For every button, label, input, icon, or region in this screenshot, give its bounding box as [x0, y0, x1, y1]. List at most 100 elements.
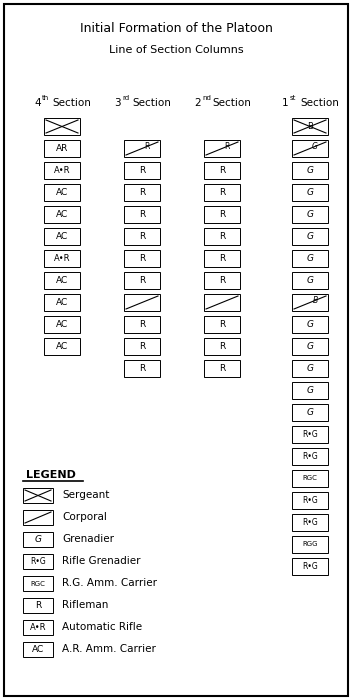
Bar	[124, 206, 160, 223]
Text: st: st	[290, 95, 296, 101]
Text: RGC: RGC	[303, 475, 318, 482]
Text: R•G: R•G	[302, 430, 318, 439]
Text: A•R: A•R	[30, 623, 46, 632]
Bar	[292, 118, 328, 135]
Text: G: G	[307, 320, 314, 329]
Bar	[204, 316, 240, 333]
Bar	[44, 338, 80, 355]
Text: R: R	[139, 254, 145, 263]
Bar	[44, 184, 80, 201]
Text: AC: AC	[32, 645, 44, 654]
Text: Section: Section	[212, 98, 251, 108]
Bar	[124, 316, 160, 333]
Bar	[292, 470, 328, 487]
Text: G: G	[307, 386, 314, 395]
Text: R•G: R•G	[302, 496, 318, 505]
Text: G: G	[307, 276, 314, 285]
Text: G: G	[307, 254, 314, 263]
Text: AC: AC	[56, 276, 68, 285]
Bar	[44, 228, 80, 245]
Bar	[292, 316, 328, 333]
Text: G: G	[307, 188, 314, 197]
Text: Grenadier: Grenadier	[62, 535, 114, 545]
Bar	[124, 294, 160, 311]
Text: R: R	[139, 320, 145, 329]
Text: R•G: R•G	[302, 518, 318, 527]
Text: AR: AR	[56, 144, 68, 153]
Bar	[44, 316, 80, 333]
Text: th: th	[42, 95, 49, 101]
Bar	[292, 294, 328, 311]
Bar	[292, 184, 328, 201]
Bar	[124, 228, 160, 245]
Bar	[292, 228, 328, 245]
Bar	[44, 272, 80, 289]
Text: R: R	[224, 142, 230, 151]
Bar	[292, 536, 328, 553]
Bar	[44, 162, 80, 179]
Bar	[23, 576, 53, 591]
Text: Corporal: Corporal	[62, 512, 107, 522]
Text: G: G	[34, 535, 42, 544]
Bar	[124, 162, 160, 179]
Text: Section: Section	[300, 98, 339, 108]
Text: R: R	[139, 364, 145, 373]
Bar	[292, 404, 328, 421]
Text: G: G	[312, 142, 318, 151]
Text: AC: AC	[56, 320, 68, 329]
Bar	[292, 558, 328, 575]
Bar	[23, 488, 53, 503]
Bar	[44, 140, 80, 157]
Bar	[292, 250, 328, 267]
Text: R: R	[219, 364, 225, 373]
Bar	[124, 360, 160, 377]
Bar	[124, 338, 160, 355]
Bar	[292, 492, 328, 509]
Text: R: R	[219, 188, 225, 197]
Text: 1: 1	[282, 98, 289, 108]
Text: AC: AC	[56, 342, 68, 351]
Text: A•R: A•R	[54, 166, 70, 175]
Bar	[124, 272, 160, 289]
Bar	[204, 140, 240, 157]
Text: rd: rd	[122, 95, 129, 101]
Text: LEGEND: LEGEND	[26, 470, 76, 480]
Bar	[292, 382, 328, 399]
Bar	[44, 118, 80, 135]
Text: RGG: RGG	[302, 542, 318, 547]
Text: R•G: R•G	[302, 452, 318, 461]
Text: Initial Formation of the Platoon: Initial Formation of the Platoon	[80, 22, 272, 34]
Text: R: R	[219, 232, 225, 241]
Text: G: G	[307, 232, 314, 241]
Text: G: G	[307, 166, 314, 175]
Text: G: G	[307, 408, 314, 417]
Text: R: R	[219, 210, 225, 219]
Text: R: R	[219, 320, 225, 329]
Bar	[292, 206, 328, 223]
Text: A.R. Amm. Carrier: A.R. Amm. Carrier	[62, 645, 156, 654]
Text: 2: 2	[194, 98, 201, 108]
Bar	[292, 272, 328, 289]
Bar	[23, 532, 53, 547]
Text: R•G: R•G	[302, 562, 318, 571]
Text: R.G. Amm. Carrier: R.G. Amm. Carrier	[62, 578, 157, 589]
Text: Sergeant: Sergeant	[62, 491, 109, 500]
Text: Line of Section Columns: Line of Section Columns	[109, 45, 243, 55]
Text: G: G	[307, 364, 314, 373]
Text: B: B	[307, 122, 313, 131]
Bar	[124, 184, 160, 201]
Bar	[124, 250, 160, 267]
Bar	[23, 642, 53, 657]
Text: R: R	[139, 232, 145, 241]
Bar	[204, 272, 240, 289]
Text: AC: AC	[56, 210, 68, 219]
Text: Rifle Grenadier: Rifle Grenadier	[62, 556, 140, 566]
Text: G: G	[307, 210, 314, 219]
Bar	[23, 598, 53, 613]
Text: R: R	[139, 188, 145, 197]
Bar	[44, 294, 80, 311]
Bar	[292, 140, 328, 157]
Bar	[204, 360, 240, 377]
Text: R: R	[219, 276, 225, 285]
Bar	[204, 184, 240, 201]
